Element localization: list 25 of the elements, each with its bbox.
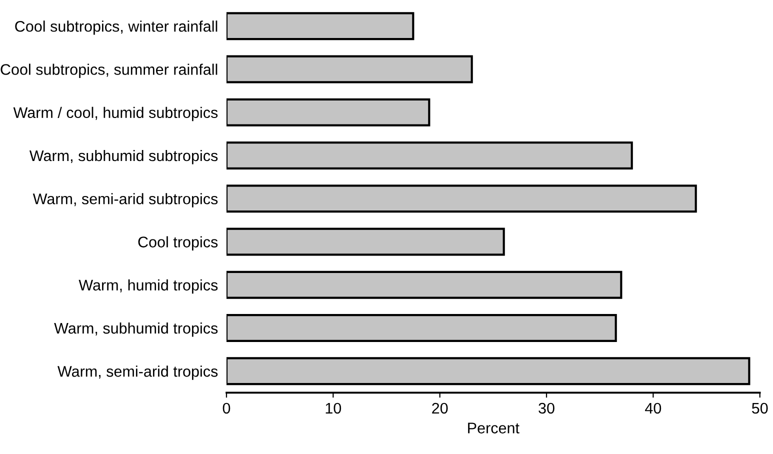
y-tick-label: Cool subtropics, winter rainfall — [15, 20, 218, 35]
y-tick-label: Warm, subhumid subtropics — [29, 150, 218, 164]
y-tick-label: Warm, semi-arid subtropics — [32, 193, 218, 208]
x-tick-label: 10 — [326, 402, 342, 414]
x-tick-label: 30 — [538, 402, 554, 414]
bar — [226, 98, 430, 126]
bar — [226, 314, 617, 342]
y-tick-label: Cool tropics — [138, 236, 218, 250]
y-tick-label: Warm, semi-arid tropics — [58, 366, 218, 380]
bar — [226, 357, 750, 386]
y-tick-label: Warm, humid tropics — [78, 279, 218, 294]
bar — [226, 142, 633, 170]
bar — [226, 55, 473, 84]
x-tick-label: 40 — [645, 402, 662, 414]
y-tick-label: Warm / cool, humid subtropics — [13, 106, 218, 122]
x-tick-label: 50 — [752, 402, 768, 414]
y-tick-label: Cool subtropics, summer rainfall — [0, 64, 218, 78]
x-tick-label: 0 — [222, 402, 230, 414]
bar — [226, 12, 414, 40]
y-tick-label: Warm, subhumid tropics — [54, 322, 218, 337]
x-axis-title: Percent — [468, 422, 520, 434]
bar — [226, 228, 505, 256]
x-tick-label: 20 — [432, 402, 448, 414]
bar — [226, 270, 622, 299]
bar — [226, 184, 697, 213]
